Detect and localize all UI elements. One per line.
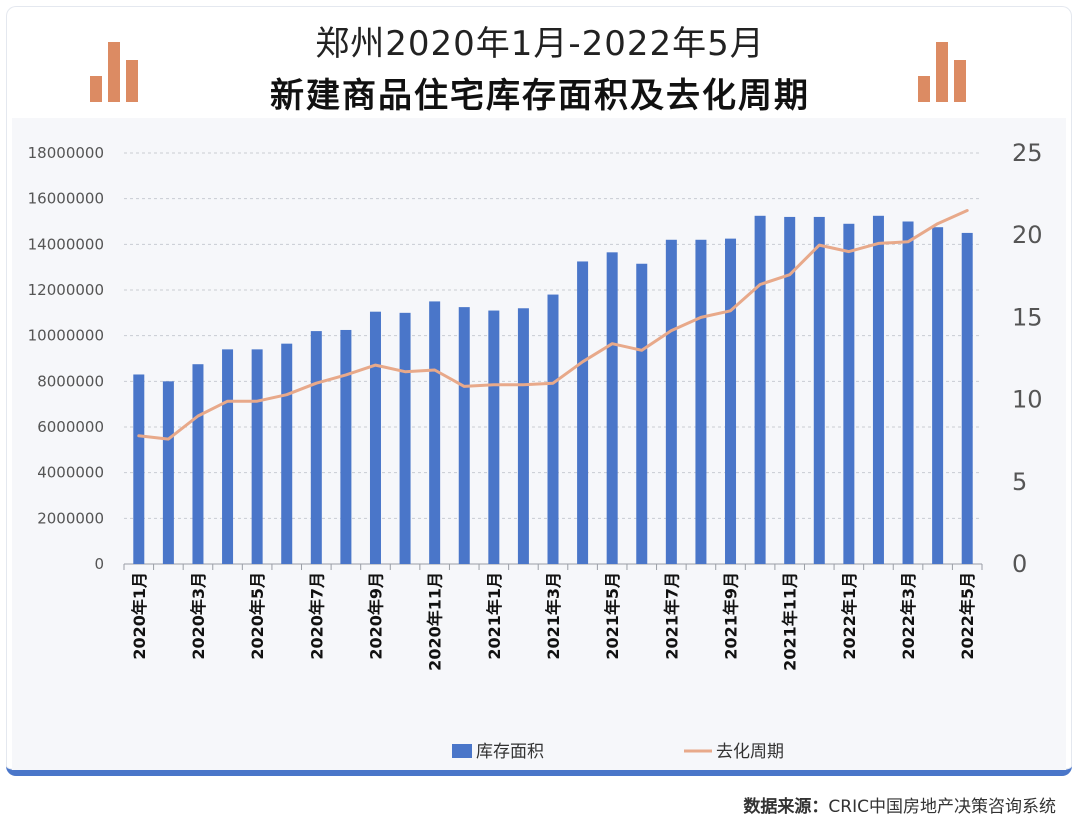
- bar: [872, 215, 884, 564]
- bar: [843, 223, 855, 565]
- bar: [754, 215, 766, 564]
- bar: [192, 364, 204, 564]
- bar: [488, 310, 500, 564]
- x-tick-label: 2020年7月: [307, 572, 326, 660]
- y-left-tick-label: 14000000: [28, 235, 104, 253]
- legend-line-label: 去化周期: [716, 742, 784, 762]
- legend-bar-swatch: [452, 744, 472, 758]
- x-tick-label: 2021年3月: [544, 572, 563, 660]
- x-tick-label: 2020年5月: [248, 572, 267, 660]
- bar: [310, 331, 322, 564]
- line-series-turnover-period: [137, 209, 969, 441]
- x-tick-label: 2020年9月: [367, 572, 386, 660]
- x-tick-label: 2022年5月: [958, 572, 977, 660]
- bar: [399, 312, 411, 564]
- x-tick-label: 2020年1月: [130, 572, 149, 660]
- bar: [961, 232, 973, 564]
- x-tick-label: 2020年11月: [426, 572, 445, 671]
- y-right-tick-label: 10: [1012, 386, 1043, 414]
- plot-background: [12, 118, 1066, 770]
- chart-title-line2: 新建商品住宅库存面积及去化周期: [270, 76, 810, 116]
- x-tick-label: 2021年11月: [781, 572, 800, 671]
- bar: [517, 308, 529, 564]
- bar: [162, 381, 174, 564]
- y-left-tick-label: 8000000: [37, 372, 104, 390]
- y-left-tick-label: 10000000: [28, 327, 104, 345]
- bar: [932, 227, 944, 565]
- y-right-tick-label: 15: [1012, 303, 1043, 331]
- y-right-tick-label: 25: [1012, 139, 1043, 167]
- bar: [695, 239, 707, 564]
- bar: [340, 329, 352, 564]
- x-tick-label: 2021年5月: [603, 572, 622, 660]
- y-left-tick-label: 12000000: [28, 281, 104, 299]
- bar: [458, 307, 470, 564]
- bar: [636, 263, 648, 564]
- legend-bar-label: 库存面积: [476, 742, 544, 762]
- bar: [606, 252, 618, 564]
- y-right-tick-label: 5: [1012, 468, 1027, 496]
- y-right-tick-label: 20: [1012, 221, 1043, 249]
- bar-chart-decoration-icon-right: [918, 38, 968, 102]
- y-left-tick-label: 0: [94, 555, 104, 573]
- bar: [577, 261, 589, 564]
- bar: [665, 239, 677, 564]
- bar-chart-decoration-icon-left: [90, 38, 140, 102]
- y-left-tick-label: 18000000: [28, 144, 104, 162]
- bar: [547, 294, 559, 564]
- y-left-tick-label: 16000000: [28, 190, 104, 208]
- x-tick-label: 2022年1月: [840, 572, 859, 660]
- chart-title-line1: 郑州2020年1月-2022年5月: [315, 24, 765, 64]
- data-source-label: 数据来源：: [743, 797, 829, 817]
- bar: [251, 349, 263, 564]
- bar: [429, 301, 441, 564]
- x-tick-label: 2021年1月: [485, 572, 504, 660]
- x-tick-label: 2022年3月: [899, 572, 918, 660]
- y-left-tick-label: 6000000: [37, 418, 104, 436]
- data-source: 数据来源：CRIC中国房地产决策咨询系统: [743, 792, 1056, 817]
- x-tick-label: 2021年7月: [662, 572, 681, 660]
- y-right-tick-label: 0: [1012, 550, 1027, 578]
- bar: [133, 374, 145, 564]
- y-left-tick-label: 2000000: [37, 509, 104, 527]
- bar: [281, 343, 293, 564]
- bar: [725, 238, 737, 564]
- x-tick-label: 2021年9月: [722, 572, 741, 660]
- bar: [784, 216, 796, 564]
- bar: [369, 311, 381, 564]
- y-left-tick-label: 4000000: [37, 464, 104, 482]
- bar: [813, 216, 825, 564]
- bar: [222, 349, 234, 564]
- data-source-text: CRIC中国房地产决策咨询系统: [828, 797, 1056, 817]
- bar: [902, 221, 914, 564]
- x-tick-label: 2020年3月: [189, 572, 208, 660]
